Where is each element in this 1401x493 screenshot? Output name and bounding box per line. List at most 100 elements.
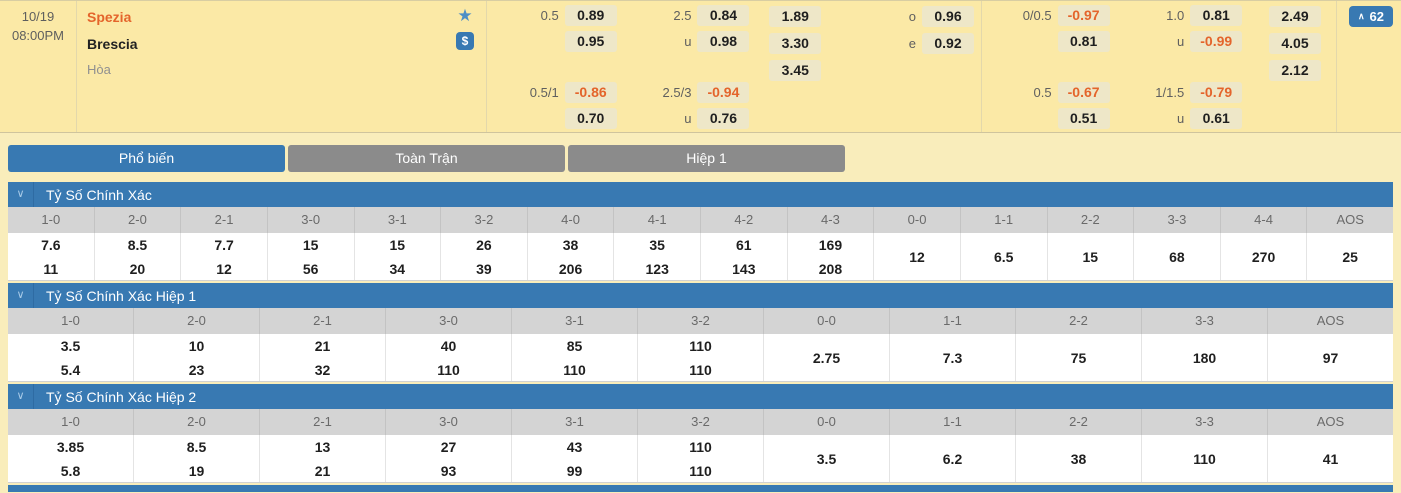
odds-cell[interactable]: 27 93 — [386, 435, 512, 482]
odds-cell[interactable]: 15 56 — [268, 233, 355, 280]
odds-cell[interactable]: 169 208 — [788, 233, 875, 280]
odds-value[interactable]: 3.30 — [769, 32, 822, 54]
odds-cell[interactable]: 40 110 — [386, 334, 512, 381]
odds-value[interactable]: 2.12 — [1269, 59, 1321, 81]
odds-cell[interactable]: 110 — [1142, 435, 1268, 482]
odds-cell[interactable]: 8.5 20 — [95, 233, 182, 280]
odds-value[interactable]: -0.86 — [564, 82, 617, 104]
odds-value[interactable]: 0.51 — [1057, 108, 1110, 130]
odds-value[interactable]: -0.99 — [1190, 30, 1243, 52]
odds-single-value: 97 — [1322, 349, 1339, 366]
chevron-down-icon[interactable]: ∨ — [8, 283, 34, 308]
odds-home-value: 10 — [188, 337, 205, 354]
odds-value[interactable]: 0.95 — [564, 30, 617, 52]
odds-value[interactable]: 0.96 — [922, 5, 974, 27]
odds-cell[interactable]: 12 — [874, 233, 961, 280]
odds-value[interactable]: 1.89 — [769, 5, 822, 27]
odds-cell[interactable]: 110 110 — [638, 435, 764, 482]
section-header[interactable]: ∨ Tỷ Số Chính Xác Hiệp 1 — [8, 283, 1393, 308]
odds-value[interactable]: 0.81 — [1057, 30, 1110, 52]
odds-cell[interactable]: 35 123 — [614, 233, 701, 280]
odds-cell[interactable]: 43 99 — [512, 435, 638, 482]
odds-cell[interactable]: 38 206 — [528, 233, 615, 280]
odds-cell[interactable]: 2.75 — [764, 334, 890, 381]
more-markets-button[interactable]: ∧ 62 — [1348, 6, 1393, 27]
tab-0[interactable]: Phổ biến — [8, 145, 285, 172]
odds-value[interactable]: -0.97 — [1057, 4, 1110, 26]
section-header[interactable]: ∨ Tỷ Số Chính Xác — [8, 182, 1393, 207]
odds-cell[interactable]: 10 23 — [134, 334, 260, 381]
odds-cell[interactable]: 7.3 — [890, 334, 1016, 381]
odds-cell[interactable]: 97 — [1268, 334, 1393, 381]
full-time-odds-group: 0.5 0.89 0.95 0.5/1 -0.86 0.70 2.5 0.84 u 0.98 2.5… — [487, 1, 982, 132]
odds-value[interactable]: -0.94 — [697, 82, 750, 104]
odds-cell[interactable]: 26 39 — [441, 233, 528, 280]
first-half-1x2-column: 2.49 4.05 2.12 — [1249, 1, 1336, 132]
odds-cell[interactable]: 7.7 12 — [181, 233, 268, 280]
score-section: ∨ Tỷ Số Chính Xác Hiệp 1 1-0 2-0 2-1 3-0 3-1 3-… — [8, 283, 1393, 382]
favorite-star-icon[interactable]: ★ — [457, 6, 473, 25]
odds-away-value: 93 — [440, 462, 457, 479]
odds-cell[interactable]: 8.5 19 — [134, 435, 260, 482]
section-header[interactable]: ∨ Tỷ Số Chính Xác Hiệp 2 — [8, 384, 1393, 409]
score-header-row: 1-0 2-0 2-1 3-0 3-1 3-2 4-0 4-1 4-2 4-3 0-0 1-1 2-2 3… — [8, 207, 1393, 233]
odds-value[interactable]: 0.81 — [1190, 4, 1243, 26]
odds-home-value: 7.7 — [214, 236, 234, 253]
odds-value[interactable]: 0.84 — [697, 4, 750, 26]
odds-cell[interactable]: 85 110 — [512, 334, 638, 381]
tab-2[interactable]: Hiệp 1 — [568, 145, 845, 172]
odds-cell[interactable]: 3.5 5.4 — [8, 334, 134, 381]
odds-away-value: 56 — [302, 260, 319, 277]
odds-line-label: 1/1.5 — [1155, 85, 1185, 101]
odds-cell[interactable]: 75 — [1016, 334, 1142, 381]
odds-cell[interactable]: 110 110 — [638, 334, 764, 381]
odds-value[interactable]: 2.49 — [1269, 5, 1321, 27]
away-team-name[interactable]: Brescia — [87, 36, 138, 52]
odds-cell[interactable]: 6.5 — [961, 233, 1048, 280]
odds-line-label: 0.5 — [540, 7, 559, 23]
odds-cell[interactable]: 3.5 — [764, 435, 890, 482]
odds-single-value: 41 — [1322, 450, 1339, 467]
home-team-name[interactable]: Spezia — [87, 9, 132, 25]
score-header-cell: 0-0 — [874, 207, 961, 233]
odds-cell[interactable]: 15 34 — [355, 233, 442, 280]
dollar-badge-icon[interactable]: $ — [456, 32, 474, 50]
full-time-oe-column: o 0.96 e 0.92 — [839, 1, 981, 132]
score-header-cell: 3-0 — [386, 308, 512, 334]
score-header-cell: 4-3 — [788, 207, 875, 233]
odds-value[interactable]: -0.79 — [1190, 82, 1243, 104]
chevron-down-icon[interactable]: ∨ — [8, 182, 34, 207]
section-title: Tỷ Số Chính Xác Hiệp 1 — [46, 287, 197, 304]
odds-cell[interactable]: 13 21 — [260, 435, 386, 482]
odds-value[interactable]: 0.98 — [697, 30, 750, 52]
odds-cell[interactable]: 21 32 — [260, 334, 386, 381]
odds-value[interactable]: 0.70 — [564, 108, 617, 130]
score-sections: ∨ Tỷ Số Chính Xác 1-0 2-0 2-1 3-0 3-1 3-2 4-0 4-1… — [8, 182, 1393, 483]
odds-cell[interactable]: 38 — [1016, 435, 1142, 482]
odds-line-label: 2.5/3 — [662, 85, 692, 101]
odds-cell[interactable]: 41 — [1268, 435, 1393, 482]
tab-1[interactable]: Toàn Trận — [288, 145, 565, 172]
chevron-down-icon[interactable]: ∨ — [8, 384, 34, 409]
odds-cell[interactable]: 6.2 — [890, 435, 1016, 482]
odds-cell[interactable]: 180 — [1142, 334, 1268, 381]
odds-away-value: 21 — [314, 462, 331, 479]
odds-value[interactable]: 3.45 — [769, 59, 822, 81]
odds-cell[interactable]: 25 — [1307, 233, 1393, 280]
odds-cell[interactable]: 61 143 — [701, 233, 788, 280]
odds-cell[interactable]: 270 — [1221, 233, 1308, 280]
score-header-cell: AOS — [1316, 313, 1345, 328]
odds-cell[interactable]: 3.85 5.8 — [8, 435, 134, 482]
odds-value[interactable]: 0.76 — [697, 108, 750, 130]
odds-cell[interactable]: 7.6 11 — [8, 233, 95, 280]
odds-cell[interactable]: 15 — [1048, 233, 1135, 280]
odds-value[interactable]: 0.92 — [922, 32, 974, 54]
score-header-cell: 3-3 — [1134, 207, 1221, 233]
odds-value[interactable]: 0.61 — [1190, 108, 1243, 130]
odds-value[interactable]: 4.05 — [1269, 32, 1321, 54]
odds-line-label: 0.5 — [1033, 85, 1052, 101]
odds-value[interactable]: 0.89 — [564, 4, 617, 26]
odds-value[interactable]: -0.67 — [1057, 82, 1110, 104]
odds-cell[interactable]: 68 — [1134, 233, 1221, 280]
